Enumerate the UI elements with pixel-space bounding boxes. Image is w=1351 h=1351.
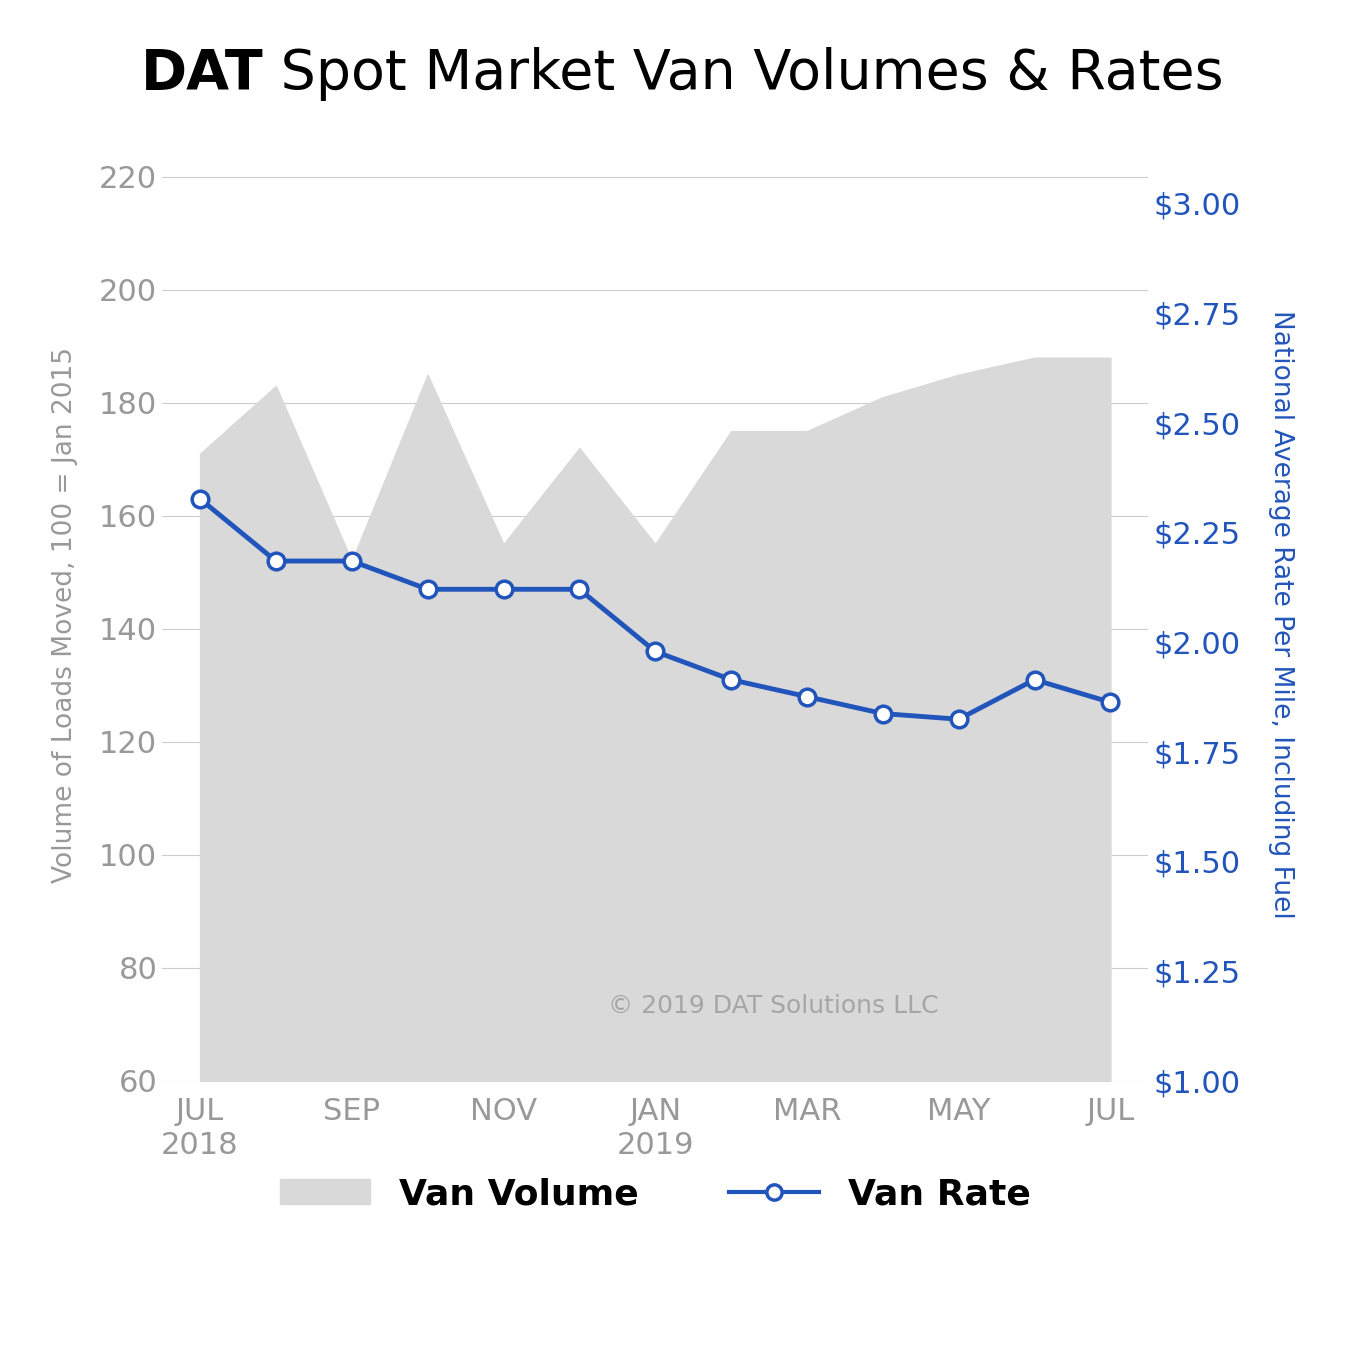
Text: Spot Market Van Volumes & Rates: Spot Market Van Volumes & Rates — [263, 47, 1224, 101]
Text: © 2019 DAT Solutions LLC: © 2019 DAT Solutions LLC — [608, 994, 939, 1019]
Y-axis label: Volume of Loads Moved, 100 = Jan 2015: Volume of Loads Moved, 100 = Jan 2015 — [53, 347, 78, 882]
Legend: Van Volume, Van Rate: Van Volume, Van Rate — [265, 1163, 1046, 1225]
Text: DAT: DAT — [141, 47, 263, 101]
Y-axis label: National Average Rate Per Mile, Including Fuel: National Average Rate Per Mile, Includin… — [1269, 311, 1294, 919]
